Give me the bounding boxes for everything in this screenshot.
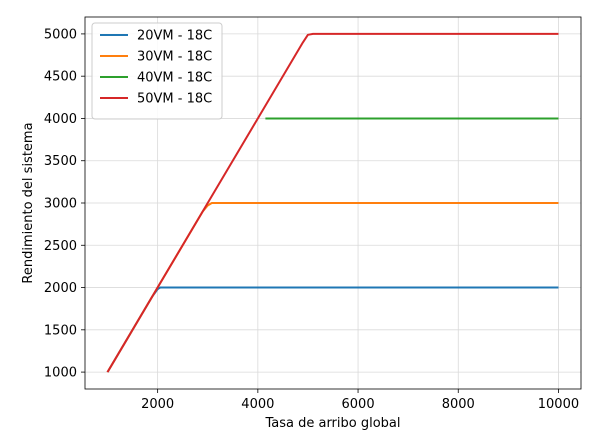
x-tick-label: 2000 <box>141 397 174 412</box>
legend-box <box>91 22 223 120</box>
y-tick-label: 2500 <box>44 239 77 254</box>
legend-label: 50VM - 18C <box>137 92 212 107</box>
y-tick-label: 2000 <box>44 281 77 296</box>
y-tick-label: 3500 <box>44 154 77 169</box>
x-axis-label: Tasa de arribo global <box>264 416 400 431</box>
x-tick-label: 10000 <box>538 397 579 412</box>
y-axis: 1000 1500 2000 2500 3000 3500 4000 4500 5000 <box>44 27 85 381</box>
legend-label: 20VM - 18C <box>137 29 212 44</box>
legend-label: 40VM - 18C <box>137 71 212 86</box>
x-tick-label: 6000 <box>342 397 375 412</box>
y-tick-label: 3000 <box>44 197 77 212</box>
x-tick-label: 4000 <box>241 397 274 412</box>
x-axis: 2000 4000 6000 8000 10000 <box>141 389 579 412</box>
y-tick-label: 4500 <box>44 70 77 85</box>
y-tick-label: 4000 <box>44 112 77 127</box>
y-axis-label: Rendimiento del sistema <box>21 122 36 283</box>
series-line-4 <box>106 32 559 373</box>
legend: 20VM - 18C 30VM - 18C 40VM - 18C 50VM - 18C <box>91 22 223 120</box>
y-tick-label: 1000 <box>44 366 77 381</box>
y-tick-label: 5000 <box>44 27 77 42</box>
series-group <box>106 32 559 373</box>
legend-label: 30VM - 18C <box>137 50 212 65</box>
x-tick-label: 8000 <box>442 397 475 412</box>
y-tick-label: 1500 <box>44 323 77 338</box>
